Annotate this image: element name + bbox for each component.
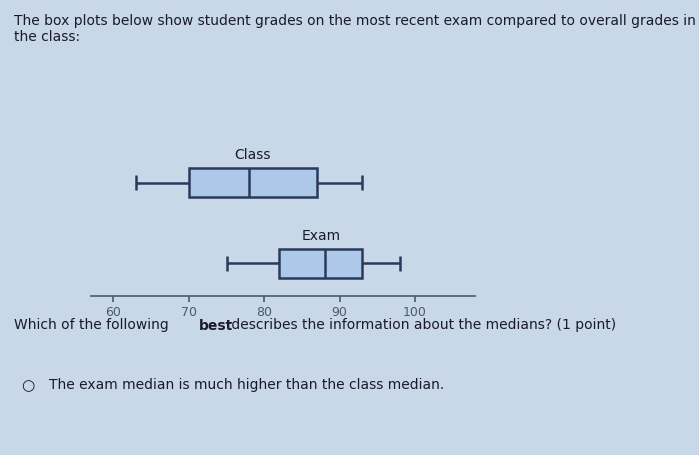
Text: Exam: Exam <box>301 229 340 243</box>
FancyBboxPatch shape <box>280 249 362 278</box>
Text: Class: Class <box>235 148 271 162</box>
FancyBboxPatch shape <box>189 168 317 197</box>
Text: best: best <box>199 318 233 333</box>
Text: The exam median is much higher than the class median.: The exam median is much higher than the … <box>49 378 444 392</box>
Text: ○: ○ <box>21 378 34 393</box>
Text: describes the information about the medians? (1 point): describes the information about the medi… <box>227 318 617 333</box>
Text: Which of the following: Which of the following <box>14 318 173 333</box>
Text: The box plots below show student grades on the most recent exam compared to over: The box plots below show student grades … <box>14 14 696 44</box>
